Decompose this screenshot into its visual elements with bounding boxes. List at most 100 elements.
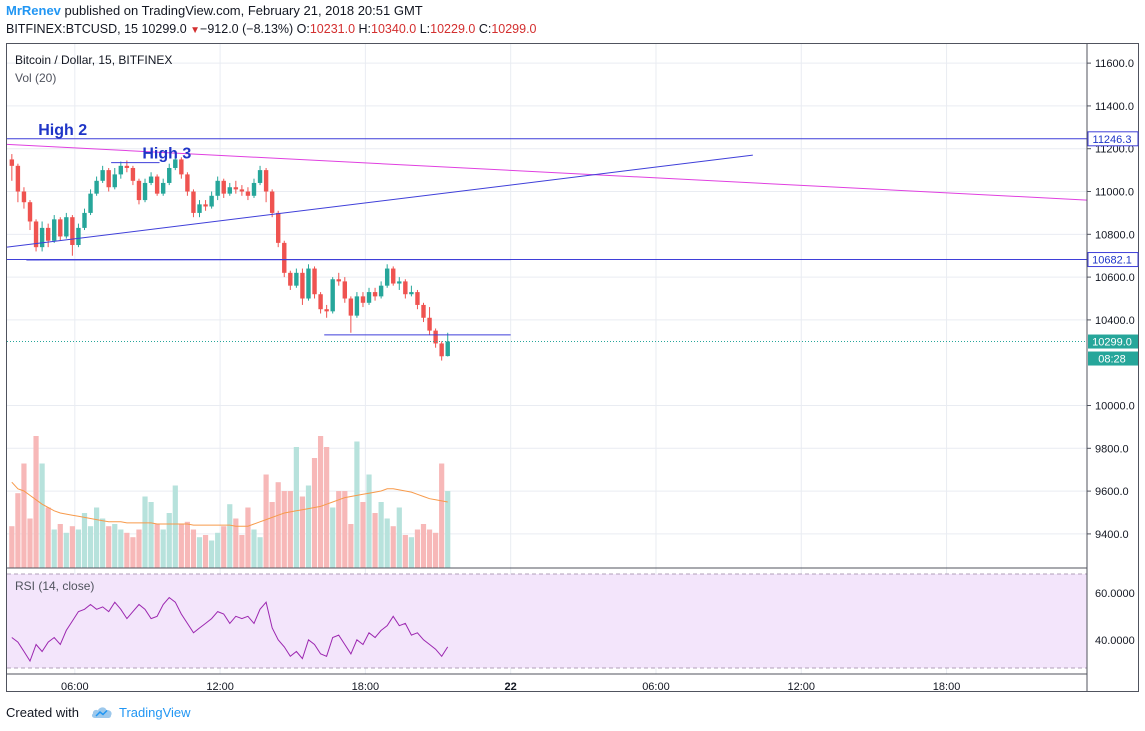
- volume-bar: [178, 524, 184, 568]
- candle-body: [15, 165, 21, 192]
- candle-body: [312, 268, 317, 295]
- volume-bar: [136, 529, 142, 568]
- time-axis[interactable]: 06:00 12:00 18:00 22 06:00 12:00 18:00: [61, 681, 960, 693]
- low-value: 10229.0: [430, 22, 476, 36]
- tradingview-logo-icon: [91, 707, 112, 718]
- candle-body: [209, 195, 214, 207]
- rsi-legend: RSI (14, close): [15, 579, 94, 593]
- candle-body: [330, 279, 335, 312]
- candle-body: [306, 268, 311, 299]
- time-tick-label: 12:00: [206, 681, 234, 693]
- candle-body: [76, 227, 81, 246]
- volume-bar: [184, 521, 191, 568]
- candlesticks: [9, 154, 450, 361]
- volume-bar: [378, 502, 384, 568]
- grid-lines: [7, 44, 1087, 674]
- candle-body: [403, 281, 408, 295]
- volume-ma-line: [11, 481, 448, 527]
- candle-body: [118, 165, 124, 175]
- volume-bar: [100, 518, 106, 568]
- candle-body: [45, 227, 51, 241]
- volume-bar: [324, 447, 330, 568]
- candle-body: [378, 285, 384, 297]
- price-tick-label: 9400.0: [1095, 529, 1129, 541]
- chart-title: Bitcoin / Dollar, 15, BITFINEX: [15, 53, 172, 67]
- volume-bar: [39, 463, 45, 568]
- level-price-tag-bg: [1087, 131, 1139, 147]
- time-tick-label: 22: [505, 681, 517, 693]
- candle-body: [342, 281, 348, 299]
- volume-bar: [15, 493, 21, 568]
- price-axis[interactable]: 11600.0 11400.0 11200.0 11000.0 10800.0 10600…: [1087, 58, 1135, 541]
- publish-line: MrRenev published on TradingView.com, Fe…: [6, 3, 423, 18]
- candle-body: [21, 191, 27, 203]
- volume-bar: [311, 458, 318, 568]
- price-tags: 11246.3 10682.1 10299.0 08:28: [1087, 131, 1139, 366]
- candle-body: [391, 268, 396, 284]
- candle-body: [136, 180, 142, 201]
- rsi-tick-label: 60.0000: [1095, 588, 1135, 600]
- tradingview-link[interactable]: TradingView: [83, 705, 191, 720]
- pink-trendline: [6, 143, 1088, 201]
- candle-body: [282, 242, 287, 273]
- change-value: −912.0 (−8.13%): [200, 22, 294, 36]
- rsi-axis: 60.0000 40.0000: [1095, 588, 1135, 647]
- current-price-tag: 10299.0: [1092, 337, 1132, 349]
- volume-bar: [426, 529, 433, 568]
- candle-body: [288, 272, 293, 286]
- candle-body: [372, 292, 378, 297]
- current-price-tag-bg: [1088, 334, 1138, 349]
- candle-body: [58, 219, 63, 237]
- candle-body: [82, 212, 87, 228]
- candle-body: [179, 159, 184, 175]
- volume-bar: [293, 447, 299, 568]
- volume-bar: [239, 535, 245, 568]
- volume-bars: [9, 436, 451, 568]
- volume-bar: [336, 491, 342, 568]
- volume-bar: [215, 532, 221, 568]
- volume-bar: [21, 463, 27, 568]
- volume-bar: [342, 491, 348, 568]
- volume-bar: [330, 507, 336, 568]
- volume-bar: [27, 518, 33, 568]
- down-arrow-icon: ▼: [190, 25, 201, 36]
- price-tick-label: 10000.0: [1095, 401, 1135, 413]
- level-price-tag: 10682.1: [1092, 255, 1132, 267]
- drawings: High 2 High 3: [6, 122, 1088, 336]
- volume-bar: [93, 507, 100, 568]
- price-tick-label: 11600.0: [1095, 58, 1134, 70]
- volume-bar: [233, 518, 239, 568]
- volume-bar: [439, 463, 445, 568]
- candle-body: [257, 170, 263, 183]
- candle-body: [427, 317, 432, 331]
- volume-bar: [372, 513, 378, 568]
- volume-bar: [172, 485, 178, 568]
- volume-bar: [221, 526, 227, 568]
- candle-body: [88, 193, 93, 213]
- volume-bar: [251, 529, 257, 568]
- volume-bar: [414, 529, 421, 568]
- open-value: 10231.0: [309, 22, 356, 36]
- volume-bar: [299, 496, 306, 568]
- candle-body: [94, 180, 99, 194]
- footer: Created with TradingView: [6, 705, 191, 720]
- candle-body: [154, 176, 160, 194]
- volume-legend: Vol (20): [15, 71, 56, 85]
- annotation-label: High 3: [142, 145, 191, 162]
- candle-body: [360, 296, 366, 303]
- candle-body: [245, 191, 251, 196]
- candle-body: [215, 180, 220, 196]
- candle-body: [124, 165, 130, 168]
- author-link[interactable]: MrRenev: [6, 3, 61, 18]
- candle-body: [106, 170, 111, 188]
- volume-bar: [57, 524, 63, 568]
- level-price-tag: 11246.3: [1093, 134, 1132, 146]
- volume-bar: [445, 491, 451, 568]
- volume-bar: [130, 537, 136, 568]
- volume-bar: [87, 526, 94, 568]
- volume-bar: [408, 537, 414, 568]
- candle-body: [197, 204, 202, 213]
- candle-body: [269, 191, 275, 213]
- volume-bar: [275, 482, 281, 568]
